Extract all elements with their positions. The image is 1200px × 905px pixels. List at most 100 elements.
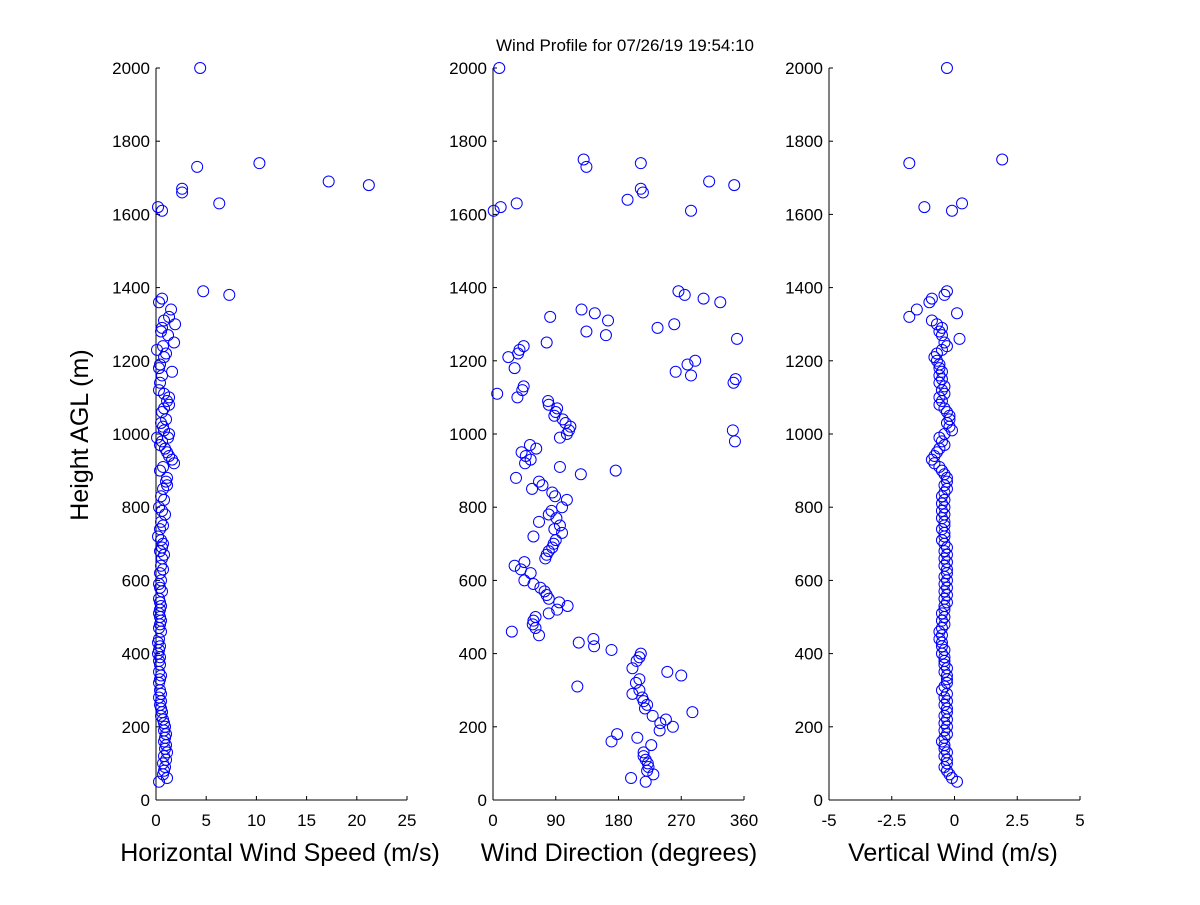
data-point bbox=[156, 292, 169, 305]
data-point bbox=[930, 446, 943, 459]
data-point bbox=[938, 750, 951, 763]
data-point bbox=[542, 592, 555, 605]
data-point bbox=[928, 351, 941, 364]
data-point bbox=[685, 369, 698, 382]
data-point bbox=[935, 373, 948, 386]
y-tick-label: 2000 bbox=[785, 59, 823, 78]
data-point bbox=[634, 157, 647, 170]
y-tick-label: 1800 bbox=[112, 132, 150, 151]
x-tick-label: 360 bbox=[730, 811, 758, 830]
data-point bbox=[940, 475, 953, 488]
data-point bbox=[636, 186, 649, 199]
y-tick-label: 1400 bbox=[785, 279, 823, 298]
data-point bbox=[646, 709, 659, 722]
data-point bbox=[155, 490, 168, 503]
data-point bbox=[533, 475, 546, 488]
data-point bbox=[158, 351, 171, 364]
x-tick-label: -2.5 bbox=[877, 811, 906, 830]
data-point bbox=[697, 292, 710, 305]
data-point bbox=[631, 731, 644, 744]
data-point bbox=[156, 369, 169, 382]
data-point bbox=[534, 581, 547, 594]
data-point bbox=[165, 303, 178, 316]
data-point bbox=[510, 471, 523, 484]
data-point bbox=[494, 201, 507, 214]
data-point bbox=[938, 680, 951, 693]
data-point bbox=[945, 424, 958, 437]
data-point bbox=[156, 504, 169, 517]
data-point bbox=[935, 497, 948, 510]
data-point bbox=[553, 596, 566, 609]
data-point bbox=[945, 204, 958, 217]
data-point bbox=[157, 420, 170, 433]
x-tick-label: 5 bbox=[201, 811, 210, 830]
data-point bbox=[938, 501, 951, 514]
data-point bbox=[940, 541, 953, 554]
data-point bbox=[938, 651, 951, 664]
data-point bbox=[940, 406, 953, 419]
data-point bbox=[556, 501, 569, 514]
data-point bbox=[951, 307, 964, 320]
data-point bbox=[675, 669, 688, 682]
data-point bbox=[168, 457, 181, 470]
data-point bbox=[935, 365, 948, 378]
data-point bbox=[633, 684, 646, 697]
data-point bbox=[160, 728, 173, 741]
data-point bbox=[933, 362, 946, 375]
data-point bbox=[158, 764, 171, 777]
data-point bbox=[940, 589, 953, 602]
data-point bbox=[502, 351, 515, 364]
data-point bbox=[685, 204, 698, 217]
data-point bbox=[661, 665, 674, 678]
data-point bbox=[910, 303, 923, 316]
data-point bbox=[155, 325, 168, 338]
data-point bbox=[935, 384, 948, 397]
data-point bbox=[938, 486, 951, 499]
data-point bbox=[940, 62, 953, 74]
data-point bbox=[527, 530, 540, 543]
data-point bbox=[575, 303, 588, 316]
data-point bbox=[156, 585, 169, 598]
data-point bbox=[157, 519, 170, 532]
data-point bbox=[526, 618, 539, 631]
data-point bbox=[362, 179, 375, 192]
data-point bbox=[940, 417, 953, 430]
y-tick-label: 1200 bbox=[449, 352, 487, 371]
data-point bbox=[938, 724, 951, 737]
y-tick-label: 1600 bbox=[449, 205, 487, 224]
data-point bbox=[654, 717, 667, 730]
chart-title: Wind Profile for 07/26/19 19:54:10 bbox=[496, 36, 754, 55]
data-point bbox=[621, 193, 634, 206]
data-point bbox=[956, 197, 969, 210]
data-point bbox=[166, 365, 179, 378]
data-point bbox=[935, 512, 948, 525]
data-point bbox=[938, 698, 951, 711]
data-point bbox=[903, 157, 916, 170]
data-point bbox=[938, 761, 951, 774]
x-tick-label: 5 bbox=[1075, 811, 1084, 830]
x-tick-label: 270 bbox=[667, 811, 695, 830]
y-tick-label: 1800 bbox=[449, 132, 487, 151]
x-tick-label: 180 bbox=[604, 811, 632, 830]
x-axis-label-horizontal-wind-speed: Horizontal Wind Speed (m/s) bbox=[120, 839, 440, 867]
data-point bbox=[728, 179, 741, 192]
data-point bbox=[928, 449, 941, 462]
data-point bbox=[938, 709, 951, 722]
data-point bbox=[156, 321, 169, 334]
data-point bbox=[940, 581, 953, 594]
data-point bbox=[540, 336, 553, 349]
data-point bbox=[935, 640, 948, 653]
data-point bbox=[686, 706, 699, 719]
data-point bbox=[511, 391, 524, 404]
data-point bbox=[155, 625, 168, 638]
data-point bbox=[935, 464, 948, 477]
data-point bbox=[630, 654, 643, 667]
data-point bbox=[938, 578, 951, 591]
data-point bbox=[935, 329, 948, 342]
x-tick-label: 2.5 bbox=[1005, 811, 1029, 830]
data-point bbox=[213, 197, 226, 210]
data-point bbox=[938, 380, 951, 393]
data-point bbox=[940, 687, 953, 700]
data-point bbox=[681, 358, 694, 371]
